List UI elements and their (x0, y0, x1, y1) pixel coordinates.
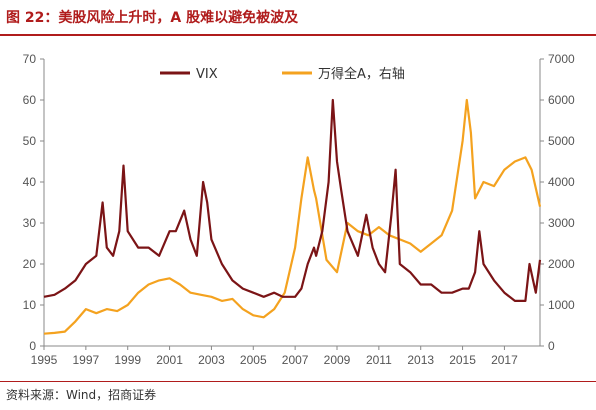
bottom-rule (0, 381, 596, 382)
y-right-tick-label: 7000 (548, 52, 575, 66)
y-right-tick-label: 4000 (548, 175, 575, 189)
x-tick-label: 2011 (366, 353, 392, 367)
y-left-tick-label: 60 (23, 93, 37, 107)
x-tick-label: 1999 (114, 353, 141, 367)
source-note: 资料来源：Wind，招商证券 (6, 388, 157, 402)
y-left-tick-label: 10 (23, 298, 37, 312)
y-left-tick-label: 30 (23, 216, 37, 230)
y-right-tick-label: 1000 (548, 298, 575, 312)
legend-wind-a-label: 万得全A，右轴 (318, 66, 405, 82)
x-tick-label: 2007 (282, 353, 309, 367)
y-left-tick-label: 40 (23, 175, 37, 189)
x-tick-label: 2001 (156, 353, 183, 367)
x-tick-label: 1997 (73, 353, 100, 367)
series-line-vix (43, 98, 542, 302)
y-right-tick-label: 2000 (548, 257, 575, 271)
y-right-tick-label: 5000 (548, 134, 575, 148)
y-right-tick-label: 0 (548, 339, 555, 353)
y-left-tick-label: 50 (23, 134, 37, 148)
y-right-tick-label: 3000 (548, 216, 575, 230)
series-line-wind-a (43, 98, 542, 335)
y-left-tick-label: 20 (23, 257, 37, 271)
x-tick-label: 2005 (240, 353, 267, 367)
title-bar: 图 22：美股风险上升时，A 股难以避免被波及 (0, 0, 596, 36)
x-tick-label: 2015 (449, 353, 476, 367)
y-right-tick-label: 6000 (548, 93, 575, 107)
x-tick-label: 2003 (198, 353, 225, 367)
y-left-tick-label: 70 (23, 52, 37, 66)
chart: 0 10 20 30 40 50 60 70 0 1000 2000 3000 4000 5000 6000… (23, 52, 575, 367)
figure-title: 图 22：美股风险上升时，A 股难以避免被波及 (6, 10, 299, 26)
x-tick-label: 2017 (491, 353, 518, 367)
y-left-tick-label: 0 (29, 339, 36, 353)
x-tick-label: 2013 (407, 353, 434, 367)
x-tick-label: 2009 (324, 353, 351, 367)
legend-vix-label: VIX (196, 67, 218, 82)
x-tick-label: 1995 (31, 353, 58, 367)
